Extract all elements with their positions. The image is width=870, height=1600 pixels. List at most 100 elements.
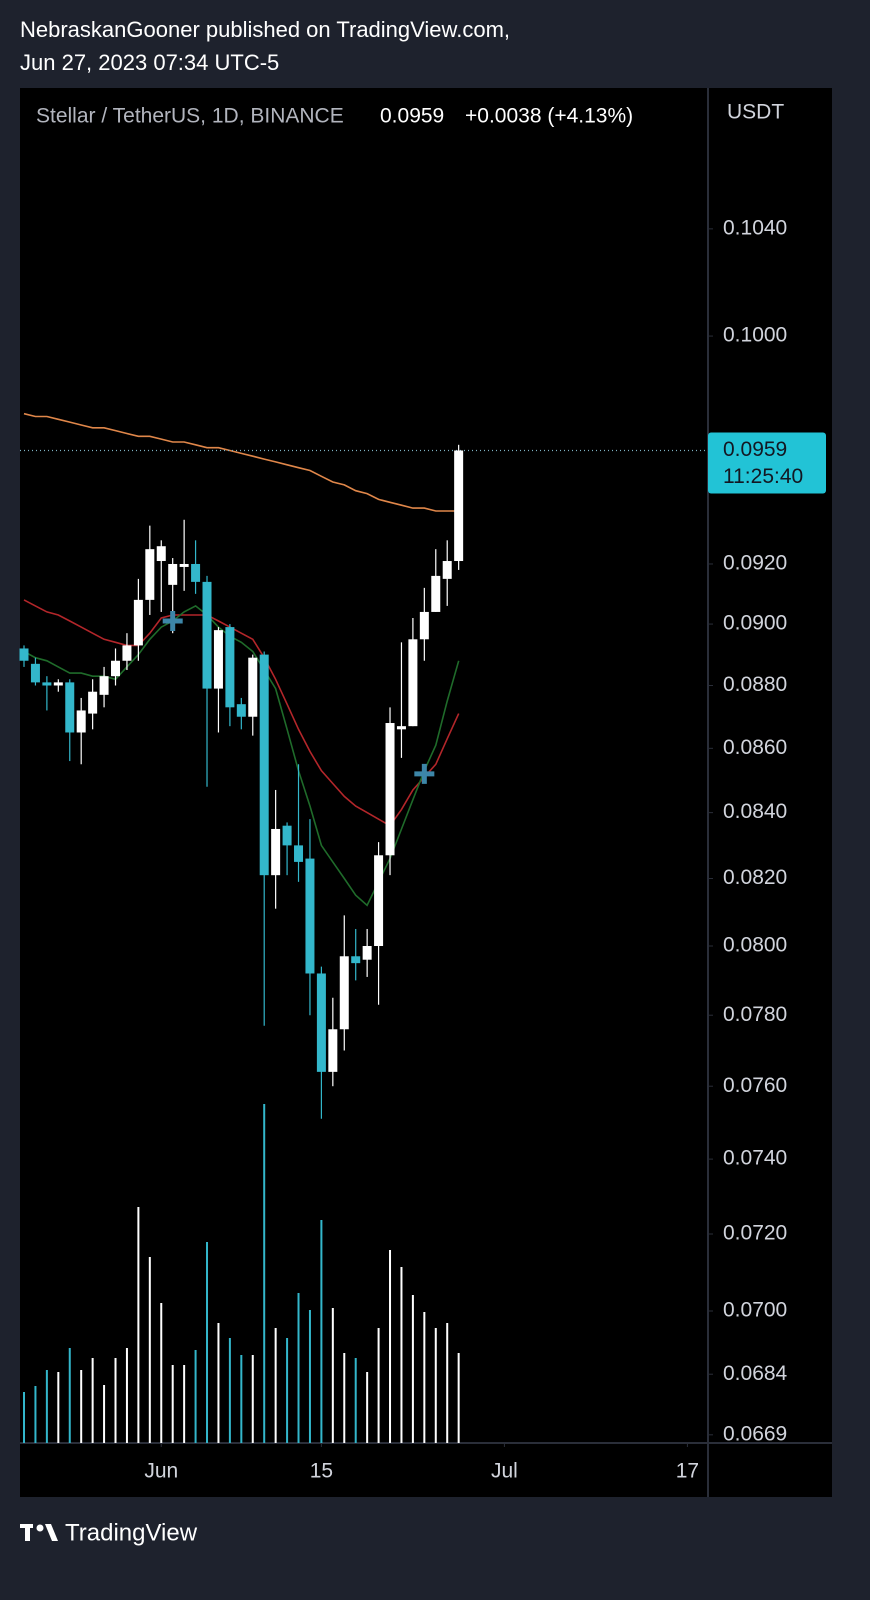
- y-tick-label: 0.0780: [723, 1003, 787, 1026]
- volume-bar: [274, 1328, 277, 1443]
- x-tick-label: 17: [676, 1460, 699, 1483]
- volume-bar: [366, 1372, 369, 1443]
- price-box: [708, 432, 826, 494]
- candle-body: [179, 563, 189, 567]
- candle-body: [374, 855, 384, 947]
- symbol: Stellar / TetherUS, 1D, BINANCE: [36, 105, 344, 128]
- volume-bar: [45, 1370, 48, 1443]
- candle-body: [316, 973, 326, 1072]
- y-tick-label: 0.0669: [723, 1422, 787, 1445]
- price-box-value: 0.0959: [723, 438, 787, 461]
- y-tick-label: 0.0920: [723, 552, 787, 575]
- date-line: Jun 27, 2023 07:34 UTC-5: [20, 50, 279, 75]
- candle-body: [111, 660, 121, 677]
- candle-body: [259, 654, 269, 876]
- candle-body: [53, 682, 63, 686]
- volume-bar: [80, 1370, 83, 1443]
- volume-bar: [148, 1257, 151, 1443]
- logo: [20, 1524, 58, 1541]
- y-axis-label: USDT: [727, 101, 784, 124]
- ma-line: [23, 412, 459, 512]
- candle-body: [294, 845, 304, 862]
- y-tick-label: 0.0720: [723, 1222, 787, 1245]
- candle-body: [88, 691, 98, 714]
- x-tick-label: 15: [310, 1460, 333, 1483]
- price-change: +0.0038 (+4.13%): [465, 105, 633, 128]
- last-price: 0.0959: [380, 105, 444, 128]
- y-tick-label: 0.0700: [723, 1299, 787, 1322]
- candle-body: [328, 1029, 338, 1072]
- candle-body: [213, 630, 223, 689]
- volume-bar: [114, 1358, 117, 1443]
- brand: TradingView: [65, 1519, 198, 1546]
- volume-bar: [217, 1323, 220, 1443]
- volume-bar: [434, 1328, 437, 1443]
- price-box-countdown: 11:25:40: [723, 465, 803, 488]
- candle-body: [442, 561, 452, 579]
- candle-body: [19, 648, 29, 661]
- ma-line: [23, 604, 460, 907]
- y-tick-label: 0.0800: [723, 934, 787, 957]
- candle-body: [99, 676, 109, 695]
- volume-bar: [160, 1303, 163, 1443]
- logo-part: [45, 1524, 58, 1541]
- candle-body: [236, 704, 246, 717]
- candle-body: [122, 645, 132, 661]
- candle-body: [305, 858, 315, 974]
- volume-bar: [137, 1207, 140, 1443]
- volume-bar: [125, 1348, 128, 1443]
- signal-marker: [162, 611, 183, 632]
- y-tick-label: 0.0820: [723, 866, 787, 889]
- candle-body: [362, 946, 372, 960]
- candle-body: [271, 828, 281, 876]
- y-tick-label: 0.0900: [723, 612, 787, 635]
- candle-body: [282, 825, 292, 846]
- candle-body: [30, 663, 40, 683]
- volume-bar: [457, 1353, 460, 1443]
- volume-bar: [91, 1358, 94, 1443]
- volume-bar: [194, 1350, 197, 1443]
- volume-bar: [251, 1355, 254, 1443]
- volume-bar: [228, 1338, 231, 1443]
- volume-bar: [354, 1358, 357, 1443]
- volume-bar: [320, 1220, 323, 1443]
- candle-body: [225, 627, 235, 708]
- volume-bar: [446, 1323, 449, 1443]
- y-tick-label: 0.0760: [723, 1074, 787, 1097]
- volume-bar: [68, 1348, 71, 1443]
- volume-bar: [23, 1392, 26, 1443]
- volume-bar: [400, 1267, 403, 1443]
- volume-bar: [343, 1353, 346, 1443]
- x-tick-label: Jun: [144, 1460, 178, 1483]
- candle-body: [408, 639, 418, 727]
- candle-body: [42, 682, 52, 686]
- volume-bar: [423, 1312, 426, 1443]
- author-line: NebraskanGooner published on TradingView…: [20, 17, 510, 42]
- y-tick-label: 0.0880: [723, 673, 787, 696]
- candle-body: [396, 726, 406, 730]
- y-tick-label: 0.1040: [723, 216, 787, 239]
- volume-bar: [297, 1293, 300, 1443]
- y-tick-label: 0.0840: [723, 800, 787, 823]
- signal-marker: [414, 763, 435, 784]
- volume-bar: [389, 1250, 392, 1443]
- candle-body: [339, 956, 349, 1030]
- logo-part: [25, 1524, 30, 1541]
- y-tick-label: 0.0684: [723, 1362, 788, 1385]
- candle-body: [454, 450, 464, 562]
- volume-bar: [57, 1372, 60, 1443]
- candle-body: [202, 581, 212, 689]
- candle-body: [431, 575, 441, 612]
- candle-body: [145, 549, 155, 600]
- volume-bar: [103, 1385, 106, 1443]
- candle-body: [133, 599, 143, 646]
- y-tick-label: 0.0860: [723, 736, 787, 759]
- y-tick-label: 0.0740: [723, 1147, 787, 1170]
- candle-body: [351, 956, 361, 964]
- volume-bar: [411, 1295, 414, 1443]
- volume-bar: [34, 1386, 37, 1443]
- chart-panel: [20, 88, 832, 1497]
- candle-body: [76, 710, 86, 733]
